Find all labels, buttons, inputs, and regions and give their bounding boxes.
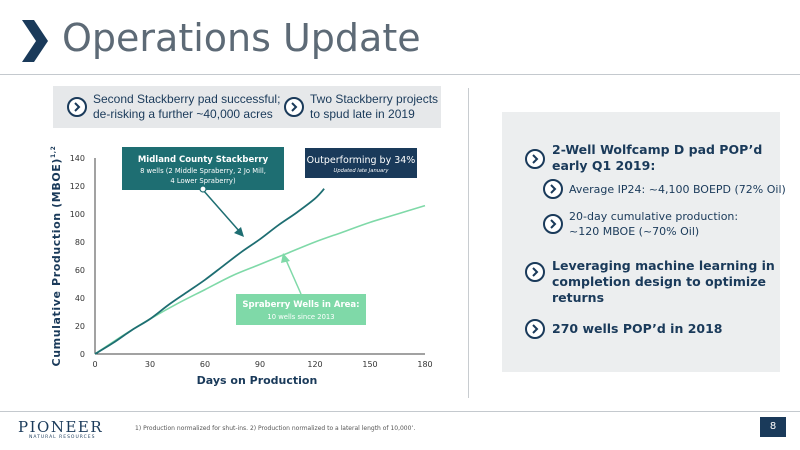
vertical-divider [468,88,469,398]
chevron-right-icon [284,97,304,117]
callout-2: Two Stackberry projects to spud late in … [310,92,438,122]
stackberry-pointer [202,189,241,233]
stackberry-label-line1: 8 wells (2 Middle Spraberry, 2 Jo Mill, [140,167,266,175]
stackberry-pointer-dot [199,185,207,193]
stackberry-label-title: Midland County Stackberry [138,155,269,165]
page-title: Operations Update [62,16,421,60]
sub-ip24: Average IP24: ~4,100 BOEPD (72% Oil) [569,183,786,196]
callout-1-line2: de-risking a further ~40,000 acres [93,107,273,121]
company-logo: PIONEER [18,418,104,436]
highlight-ml-line2: completion design to optimize [552,274,766,289]
production-chart: 0 20 40 60 80 100 120 140 0 30 60 90 120 150 180 Days… [50,146,433,387]
chevron-right-icon [525,319,545,339]
y-tick-label: 60 [75,266,85,275]
spraberry-label-sub: 10 wells since 2013 [267,313,334,321]
outperforming-title: Outperforming by 34% [307,155,416,166]
x-axis-label: Days on Production [197,374,318,387]
x-tick-label: 180 [417,360,432,369]
y-tick-label: 100 [70,210,85,219]
highlight-wolfcamp-line1: 2-Well Wolfcamp D pad POP’d [552,142,763,157]
callout-2-line1: Two Stackberry projects [310,92,439,106]
page-number: 8 [760,417,786,437]
spraberry-label-box [236,294,366,325]
callout-box: Second Stackberry pad successful; de-ris… [53,86,441,128]
x-tick-label: 120 [307,360,322,369]
spraberry-label-title: Spraberry Wells in Area: [242,300,359,310]
callout-1-line1: Second Stackberry pad successful; [93,92,281,106]
callout-1: Second Stackberry pad successful; de-ris… [93,92,280,122]
title-chevron-icon [22,20,48,62]
sub-cumulative: 20-day cumulative production: ~120 MBOE … [569,209,738,239]
spraberry-arrowhead [281,253,290,263]
y-tick-label: 40 [75,294,85,303]
callout-2-line2: to spud late in 2019 [310,107,415,121]
sub-cumulative-line1: 20-day cumulative production: [569,210,739,223]
chevron-right-icon [525,262,545,282]
x-tick-label: 30 [145,360,155,369]
y-tick-label: 20 [75,322,85,331]
x-tick-label: 60 [200,360,210,369]
x-tick-label: 150 [362,360,377,369]
footer-divider [0,411,800,412]
stackberry-label-box [122,147,284,190]
highlight-wells-2018: 270 wells POP’d in 2018 [552,321,723,336]
highlight-machine-learning: Leveraging machine learning in completio… [552,258,775,306]
chevron-right-icon [543,179,563,199]
y-axis-label: Cumulative Production (MBOE)1,2 [50,146,63,367]
highlight-ml-line1: Leveraging machine learning in [552,258,775,273]
x-tick-label: 90 [255,360,265,369]
highlights-panel: 2-Well Wolfcamp D pad POP’d early Q1 201… [502,112,786,372]
y-tick-label: 140 [70,154,85,163]
series-line-spraberry [94,204,426,355]
outperforming-badge [305,148,417,178]
y-tick-label: 80 [75,238,85,247]
stackberry-label-line2: 4 Lower Spraberry) [170,177,236,185]
header-divider [0,74,800,75]
chevron-right-icon [67,97,87,117]
footnote: 1) Production normalized for shut-ins. 2… [135,425,416,432]
y-tick-label: 0 [80,350,85,359]
stackberry-arrowhead [234,227,244,237]
y-axis-label-text: Cumulative Production (MBOE) [50,158,63,366]
y-tick-label: 120 [70,182,85,191]
chevron-right-icon [543,214,563,234]
series-line-stackberry [94,188,325,355]
company-logo-subtitle: NATURAL RESOURCES [29,435,96,440]
highlight-wolfcamp-line2: early Q1 2019: [552,158,656,173]
x-tick-label: 0 [92,360,97,369]
spraberry-pointer [285,259,302,295]
highlight-wolfcamp: 2-Well Wolfcamp D pad POP’d early Q1 201… [552,142,762,174]
chevron-right-icon [525,149,545,169]
outperforming-sub: Updated late January [334,168,390,174]
y-axis-label-superscript: 1,2 [50,146,57,158]
sub-cumulative-line2: ~120 MBOE (~70% Oil) [569,225,700,238]
highlight-ml-line3: returns [552,290,605,305]
